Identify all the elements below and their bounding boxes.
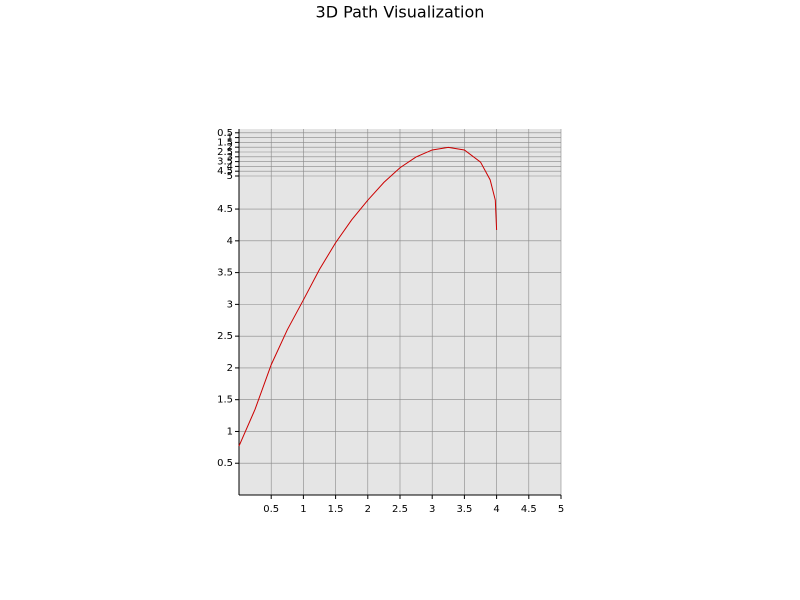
y-tick-label: 4	[227, 236, 233, 247]
x-tick-label: 3	[429, 504, 435, 515]
z-tick-label: 1	[227, 133, 233, 144]
z-tick-label: 4	[227, 161, 233, 172]
y-tick-label: 2	[227, 363, 233, 374]
data-line	[238, 146, 498, 447]
y-tick-label: 1	[227, 426, 233, 437]
x-tick-label: 4.5	[521, 504, 537, 515]
x-tick-label: 2	[365, 504, 371, 515]
x-tick-label: 4	[493, 504, 499, 515]
z-tick-label: 4.5	[217, 166, 233, 177]
x-tick-label: 2.5	[392, 504, 408, 515]
z-tick-label: 1.5	[217, 137, 233, 148]
y-tick-label: 2.5	[217, 331, 233, 342]
z-tick-label: 5	[227, 171, 233, 182]
x-tick-label: 5	[558, 504, 564, 515]
z-tick-label: 0.5	[217, 128, 233, 139]
y-tick-label: 0.5	[217, 458, 233, 469]
z-tick-label: 3.5	[217, 157, 233, 168]
y-tick-label: 3	[227, 299, 233, 310]
x-tick-label: 1	[300, 504, 306, 515]
y-tick-label: 3.5	[217, 268, 233, 279]
x-tick-label: 1.5	[328, 504, 344, 515]
y-tick-label: 1.5	[217, 395, 233, 406]
x-tick-label: 0.5	[263, 504, 279, 515]
chart-title: 3D Path Visualization	[316, 3, 485, 22]
x-tick-label: 3.5	[456, 504, 472, 515]
z-tick-label: 3	[227, 152, 233, 163]
z-tick-label: 2.5	[217, 147, 233, 158]
z-tick-label: 2	[227, 142, 233, 153]
y-tick-label: 4.5	[217, 204, 233, 215]
